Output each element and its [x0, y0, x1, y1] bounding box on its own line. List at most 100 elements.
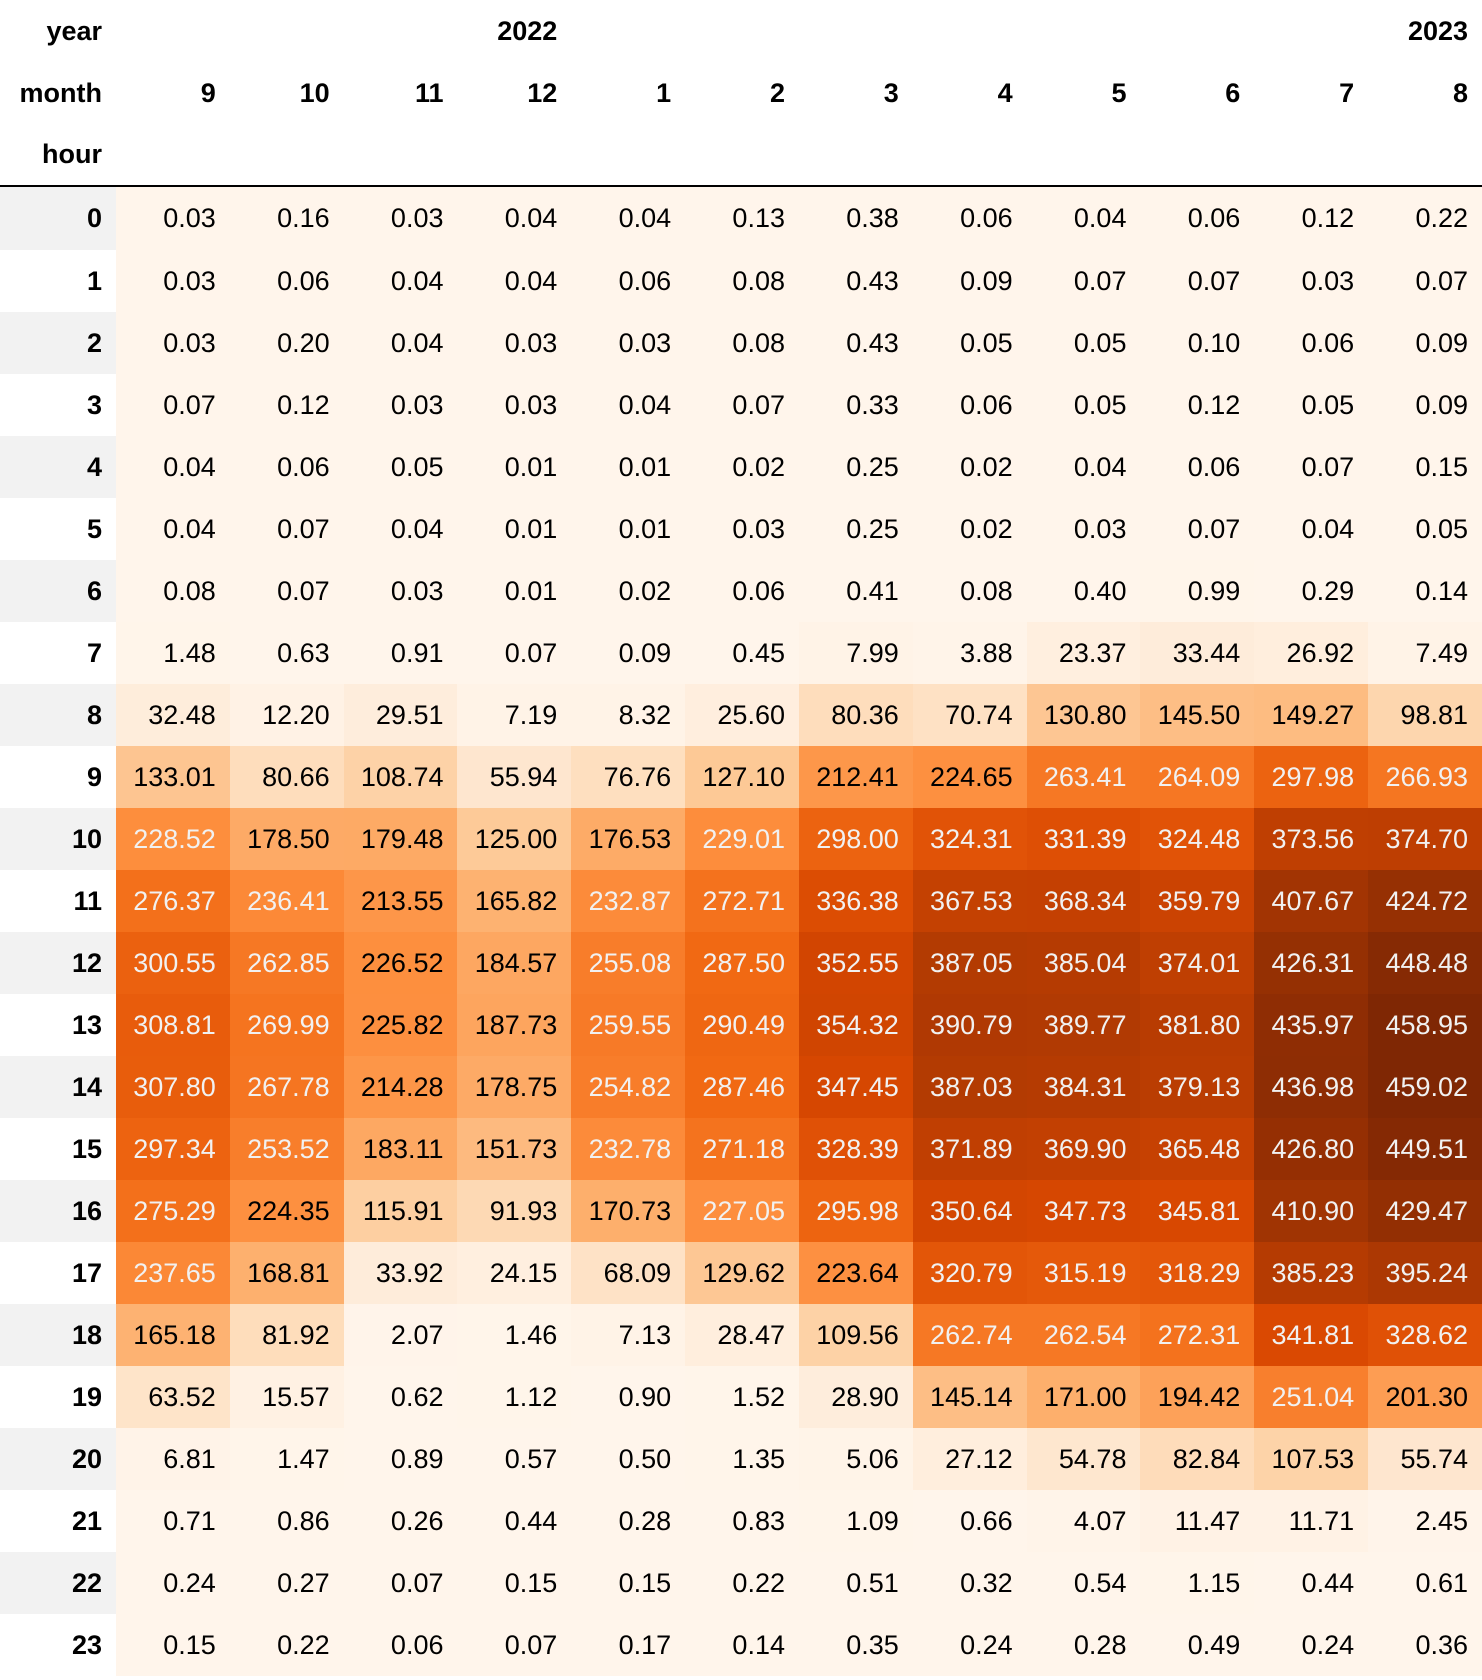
heatmap-cell: 0.22 — [229, 1614, 344, 1676]
heatmap-cell: 373.56 — [1254, 808, 1369, 870]
heatmap-cell: 287.46 — [685, 1056, 799, 1118]
heatmap-cell: 0.04 — [571, 374, 686, 436]
heatmap-cell: 387.05 — [912, 932, 1027, 994]
table-row: 2 0.03 0.20 0.04 0.03 0.03 0.08 0.43 0.05 0.05 0.1… — [0, 312, 1482, 374]
heatmap-cell: 0.04 — [457, 186, 572, 250]
heatmap-cell: 1.46 — [457, 1304, 572, 1366]
heatmap-cell: 328.39 — [798, 1118, 913, 1180]
heatmap-cell: 347.45 — [798, 1056, 913, 1118]
heatmap-cell: 0.09 — [912, 250, 1027, 312]
heatmap-cell: 0.15 — [571, 1552, 686, 1614]
month-label: 9 — [116, 62, 230, 124]
heatmap-cell: 385.04 — [1026, 932, 1141, 994]
heatmap-cell: 232.87 — [571, 870, 686, 932]
heatmap-cell: 0.35 — [798, 1614, 913, 1676]
heatmap-cell: 369.90 — [1026, 1118, 1141, 1180]
heatmap-cell: 223.64 — [798, 1242, 913, 1304]
hour-label: 3 — [0, 374, 116, 436]
heatmap-cell: 225.82 — [343, 994, 458, 1056]
heatmap-cell: 80.36 — [798, 684, 913, 746]
heatmap-cell: 237.65 — [116, 1242, 230, 1304]
heatmap-cell: 0.63 — [229, 622, 344, 684]
heatmap-cell: 0.09 — [1368, 374, 1482, 436]
heatmap-cell: 0.01 — [457, 498, 572, 560]
heatmap-cell: 345.81 — [1140, 1180, 1255, 1242]
heatmap-cell: 0.03 — [685, 498, 799, 560]
heatmap-cell: 0.24 — [912, 1614, 1027, 1676]
heatmap-cell: 145.50 — [1140, 684, 1255, 746]
heatmap-cell: 55.74 — [1368, 1428, 1482, 1490]
heatmap-cell: 28.90 — [798, 1366, 913, 1428]
heatmap-cell: 307.80 — [116, 1056, 230, 1118]
heatmap-cell: 171.00 — [1026, 1366, 1141, 1428]
heatmap-cell: 347.73 — [1026, 1180, 1141, 1242]
heatmap-cell: 253.52 — [229, 1118, 344, 1180]
hour-label: 11 — [0, 870, 116, 932]
heatmap-cell: 0.01 — [571, 436, 686, 498]
heatmap-cell: 0.43 — [798, 250, 913, 312]
heatmap-cell: 0.08 — [116, 560, 230, 622]
heatmap-cell: 0.62 — [343, 1366, 458, 1428]
heatmap-cell: 0.91 — [343, 622, 458, 684]
hour-label: 4 — [0, 436, 116, 498]
hour-index-name: hour — [0, 124, 116, 187]
empty-header-cell — [571, 124, 686, 187]
hour-label: 16 — [0, 1180, 116, 1242]
heatmap-cell: 0.07 — [1140, 250, 1255, 312]
heatmap-cell: 0.99 — [1140, 560, 1255, 622]
heatmap-cell: 194.42 — [1140, 1366, 1255, 1428]
table-row: 17 237.65 168.81 33.92 24.15 68.09 129.62 223.6… — [0, 1242, 1482, 1304]
heatmap-cell: 179.48 — [343, 808, 458, 870]
table-header: year 2022 2023 month 9 10 11 12 1 2 3 4 5 6 7 8 hour — [0, 0, 1482, 187]
heatmap-cell: 0.24 — [116, 1552, 230, 1614]
year-header-row: year 2022 2023 — [0, 0, 1482, 62]
heatmap-cell: 0.02 — [685, 436, 799, 498]
heatmap-cell: 0.07 — [457, 1614, 572, 1676]
heatmap-cell: 0.07 — [685, 374, 799, 436]
heatmap-cell: 295.98 — [798, 1180, 913, 1242]
empty-header-cell — [457, 124, 572, 187]
heatmap-cell: 0.12 — [229, 374, 344, 436]
heatmap-cell: 0.08 — [685, 250, 799, 312]
heatmap-cell: 0.14 — [685, 1614, 799, 1676]
heatmap-cell: 0.28 — [571, 1490, 686, 1552]
heatmap-cell: 0.04 — [457, 250, 572, 312]
heatmap-cell: 0.44 — [1254, 1552, 1369, 1614]
heatmap-cell: 170.73 — [571, 1180, 686, 1242]
hour-label: 14 — [0, 1056, 116, 1118]
hour-label: 6 — [0, 560, 116, 622]
table-row: 14 307.80 267.78 214.28 178.75 254.82 287.46 34… — [0, 1056, 1482, 1118]
heatmap-cell: 0.04 — [343, 250, 458, 312]
month-header-row: month 9 10 11 12 1 2 3 4 5 6 7 8 — [0, 62, 1482, 124]
hour-label: 1 — [0, 250, 116, 312]
table-row: 13 308.81 269.99 225.82 187.73 259.55 290.49 35… — [0, 994, 1482, 1056]
heatmap-cell: 0.15 — [116, 1614, 230, 1676]
heatmap-cell: 32.48 — [116, 684, 230, 746]
heatmap-cell: 82.84 — [1140, 1428, 1255, 1490]
heatmap-cell: 1.52 — [685, 1366, 799, 1428]
heatmap-cell: 224.65 — [912, 746, 1027, 808]
heatmap-cell: 63.52 — [116, 1366, 230, 1428]
heatmap-cell: 0.03 — [457, 312, 572, 374]
heatmap-cell: 1.47 — [229, 1428, 344, 1490]
heatmap-cell: 24.15 — [457, 1242, 572, 1304]
heatmap-cell: 0.03 — [1254, 250, 1369, 312]
heatmap-cell: 0.29 — [1254, 560, 1369, 622]
year-label: 2022 — [116, 0, 572, 62]
table-row: 7 1.48 0.63 0.91 0.07 0.09 0.45 7.99 3.88 23.37 33… — [0, 622, 1482, 684]
heatmap-cell: 374.70 — [1368, 808, 1482, 870]
heatmap-cell: 27.12 — [912, 1428, 1027, 1490]
heatmap-cell: 0.04 — [1026, 436, 1141, 498]
heatmap-cell: 367.53 — [912, 870, 1027, 932]
heatmap-cell: 5.06 — [798, 1428, 913, 1490]
heatmap-cell: 0.03 — [343, 560, 458, 622]
heatmap-cell: 0.07 — [229, 560, 344, 622]
heatmap-cell: 336.38 — [798, 870, 913, 932]
heatmap-cell: 272.71 — [685, 870, 799, 932]
heatmap-cell: 236.41 — [229, 870, 344, 932]
table-row: 18 165.18 81.92 2.07 1.46 7.13 28.47 109.56 262.… — [0, 1304, 1482, 1366]
heatmap-cell: 107.53 — [1254, 1428, 1369, 1490]
heatmap-cell: 0.36 — [1368, 1614, 1482, 1676]
month-label: 12 — [457, 62, 572, 124]
heatmap-cell: 26.92 — [1254, 622, 1369, 684]
